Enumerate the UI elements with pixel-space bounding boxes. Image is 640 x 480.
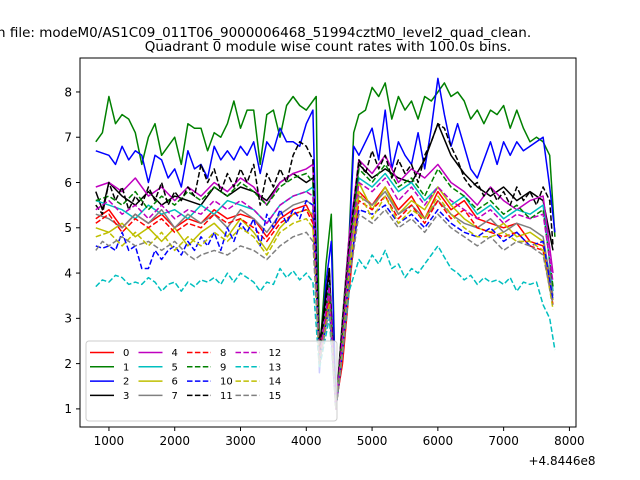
x-axis: 1000 2000 3000 4000 5000 6000 7000 8000 xyxy=(94,427,585,448)
series-line-2 xyxy=(95,77,556,406)
series-line-9 xyxy=(95,163,554,410)
y-tick-label: 2 xyxy=(64,357,72,371)
y-tick-label: 8 xyxy=(64,85,72,99)
legend-item-9: 9 xyxy=(187,362,226,373)
legend-label: 0 xyxy=(123,348,129,359)
x-tick-label: 5000 xyxy=(357,434,388,448)
plot-frame xyxy=(79,57,577,428)
legend-label: 12 xyxy=(269,348,282,359)
chart-title: Quadrant 0 module wise count rates with … xyxy=(145,39,511,55)
legend-item-15: 15 xyxy=(235,391,282,402)
legend-label: 11 xyxy=(220,391,233,402)
y-tick-label: 1 xyxy=(64,402,72,416)
legend-item-10: 10 xyxy=(187,377,233,388)
legend-item-0: 0 xyxy=(90,348,129,359)
legend-item-7: 7 xyxy=(138,391,178,402)
legend-label: 9 xyxy=(220,362,226,373)
legend-item-1: 1 xyxy=(90,362,129,373)
legend-item-11: 11 xyxy=(187,391,233,402)
legend-label: 3 xyxy=(123,391,129,402)
series-line-11 xyxy=(95,122,554,410)
series-line-14 xyxy=(95,190,554,410)
legend-item-3: 3 xyxy=(90,391,129,402)
x-tick-label: 1000 xyxy=(94,434,125,448)
legend-label: 14 xyxy=(269,377,282,388)
figure-suptitle: n file: modeM0/AS1C09_011T06_9000006468_… xyxy=(0,25,531,41)
y-tick-label: 7 xyxy=(64,131,72,145)
legend-label: 2 xyxy=(123,377,129,388)
legend-item-6: 6 xyxy=(138,377,178,388)
y-tick-label: 6 xyxy=(64,176,72,190)
legend-item-4: 4 xyxy=(138,348,178,359)
y-axis: 1 2 3 4 5 6 7 8 xyxy=(64,85,80,416)
legend-item-5: 5 xyxy=(138,362,178,373)
plot-lines xyxy=(95,77,556,410)
x-tick-label: 8000 xyxy=(554,434,585,448)
series-line-1 xyxy=(95,82,556,410)
legend-item-8: 8 xyxy=(187,348,226,359)
x-tick-label: 2000 xyxy=(159,434,190,448)
legend-frame xyxy=(85,340,338,422)
legend-label: 6 xyxy=(172,377,178,388)
x-tick-label: 4000 xyxy=(291,434,322,448)
legend-label: 4 xyxy=(172,348,178,359)
legend-item-2: 2 xyxy=(90,377,129,388)
y-tick-label: 4 xyxy=(64,266,72,280)
legend-item-12: 12 xyxy=(235,348,282,359)
series-line-10 xyxy=(95,199,554,410)
legend-label: 15 xyxy=(269,391,282,402)
y-tick-label: 5 xyxy=(64,221,72,235)
legend-item-13: 13 xyxy=(235,362,282,373)
legend-label: 5 xyxy=(172,362,178,373)
legend-label: 8 xyxy=(220,348,226,359)
legend-label: 1 xyxy=(123,362,129,373)
series-line-12 xyxy=(95,177,554,410)
x-tick-label: 6000 xyxy=(423,434,454,448)
y-tick-label: 3 xyxy=(64,312,72,326)
x-tick-label: 7000 xyxy=(488,434,519,448)
x-tick-label: 3000 xyxy=(225,434,256,448)
legend-label: 13 xyxy=(269,362,282,373)
legend-item-14: 14 xyxy=(235,377,282,388)
x-axis-offset-label: +4.8446e8 xyxy=(528,454,595,468)
legend-label: 7 xyxy=(172,391,178,402)
legend-label: 10 xyxy=(220,377,233,388)
